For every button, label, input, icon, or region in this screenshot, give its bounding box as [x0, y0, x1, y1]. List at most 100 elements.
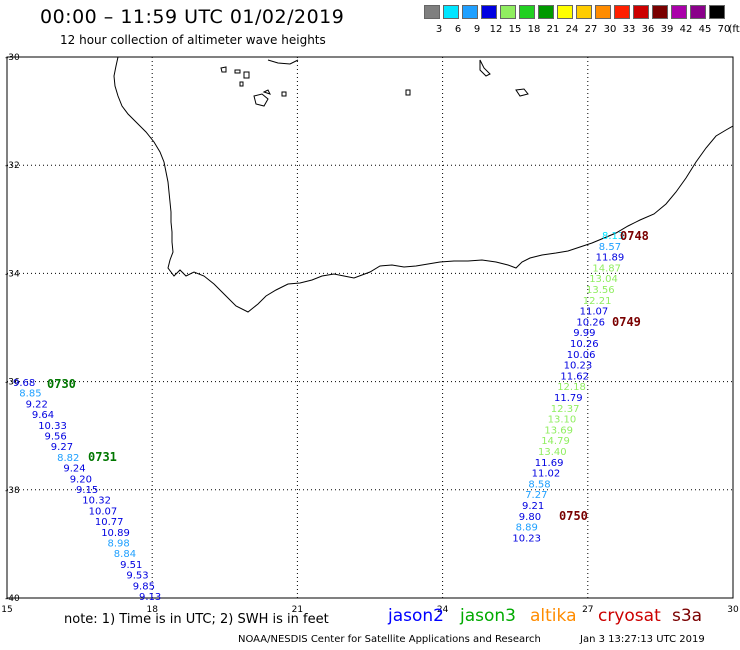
wave-height-value: 10.32 — [82, 496, 111, 507]
wave-height-value: 13.40 — [538, 447, 567, 458]
wave-height-value: 9.53 — [126, 571, 148, 582]
legend-swatch — [481, 5, 497, 19]
wave-height-value: 9.20 — [70, 474, 92, 485]
legend-label: 36 — [641, 24, 655, 35]
legend-label: 24 — [565, 24, 579, 35]
latitude-tick-label: -36 — [5, 378, 20, 388]
wave-height-value: 8.85 — [19, 389, 41, 400]
longitude-tick-label: 15 — [1, 605, 12, 615]
wave-height-value: 12.21 — [583, 296, 612, 307]
wave-height-value: 10.26 — [576, 317, 605, 328]
wave-height-value: 13.10 — [548, 415, 577, 426]
legend-swatch — [633, 5, 649, 19]
legend-swatch — [538, 5, 554, 19]
wave-height-value: 11.02 — [532, 469, 561, 480]
wave-height-value: 14.79 — [541, 436, 570, 447]
latitude-tick-label: -30 — [5, 53, 20, 63]
legend-label: 15 — [508, 24, 522, 35]
satellite-label: altika — [530, 606, 577, 626]
wave-height-value: 10.07 — [89, 506, 118, 517]
wave-height-value: 11.89 — [596, 253, 625, 264]
satellite-label: jason2 — [388, 606, 444, 626]
wave-height-value: 9.22 — [26, 399, 48, 410]
wave-height-value: 9.21 — [522, 501, 544, 512]
coastline — [113, 56, 734, 313]
legend-label: 27 — [584, 24, 598, 35]
pass-time-label: 0750 — [559, 509, 588, 523]
wave-height-value: 10.06 — [567, 350, 596, 361]
footnote: note: 1) Time is in UTC; 2) SWH is in fe… — [64, 612, 329, 627]
wave-height-value: 12.37 — [551, 404, 580, 415]
wave-height-value: 9.15 — [76, 485, 98, 496]
latitude-tick-label: -38 — [5, 486, 20, 496]
credit-line: NOAA/NESDIS Center for Satellite Applica… — [238, 634, 541, 645]
legend-swatch — [576, 5, 592, 19]
longitude-tick-label: 21 — [292, 605, 303, 615]
latitude-tick-label: -32 — [5, 161, 20, 171]
track-east-observations: 8.138.5711.8914.8713.0413.5612.2111.0710… — [512, 231, 624, 544]
satellite-label: cryosat — [598, 606, 661, 626]
wave-height-value: 8.89 — [516, 523, 538, 534]
islands — [220, 59, 529, 107]
pass-time-label: 0749 — [612, 315, 641, 329]
map-title: 00:00 – 11:59 UTC 01/02/2019 — [40, 6, 345, 28]
longitude-tick-label: 24 — [437, 605, 449, 615]
latitude-tick-label: -34 — [5, 269, 20, 279]
wave-height-value: 8.13 — [602, 231, 624, 242]
map-frame — [6, 56, 734, 599]
wave-height-value: 10.33 — [38, 421, 67, 432]
wave-height-value: 13.69 — [544, 425, 573, 436]
generation-timestamp: Jan 3 13:27:13 UTC 2019 — [580, 634, 705, 645]
map-subtitle: 12 hour collection of altimeter wave hei… — [60, 33, 326, 47]
wave-height-value: 11.79 — [554, 393, 583, 404]
legend-label: 45 — [698, 24, 712, 35]
legend-swatch — [652, 5, 668, 19]
wave-height-value: 9.99 — [573, 328, 595, 339]
longitude-tick-label: 18 — [146, 605, 158, 615]
legend-label: 9 — [473, 24, 481, 35]
wave-height-value: 9.85 — [133, 581, 155, 592]
wave-height-value: 14.87 — [592, 263, 621, 274]
legend-label: 12 — [489, 24, 503, 35]
legend-swatch — [690, 5, 706, 19]
legend-unit: (ft) — [728, 24, 740, 35]
longitude-tick-label: 27 — [582, 605, 593, 615]
wave-height-value: 11.07 — [580, 307, 609, 318]
wave-height-value: 8.84 — [114, 549, 136, 560]
lat-lon-grid — [7, 57, 733, 598]
legend-label: 39 — [660, 24, 674, 35]
wave-height-value: 10.23 — [564, 361, 593, 372]
wave-height-value: 9.80 — [519, 512, 541, 523]
wave-height-value: 10.23 — [512, 533, 541, 544]
legend-label: 42 — [679, 24, 693, 35]
legend-label: 33 — [622, 24, 636, 35]
wave-height-value: 8.57 — [599, 242, 621, 253]
wave-height-value: 13.56 — [586, 285, 615, 296]
legend-swatch — [500, 5, 516, 19]
wave-height-value: 9.51 — [120, 560, 142, 571]
legend-swatch — [424, 5, 440, 19]
wave-height-value: 9.56 — [45, 432, 67, 443]
legend-swatch — [709, 5, 725, 19]
legend-swatch — [671, 5, 687, 19]
legend-swatch — [462, 5, 478, 19]
legend-label: 21 — [546, 24, 560, 35]
wave-height-value: 10.89 — [101, 528, 130, 539]
wave-height-value: 13.04 — [589, 274, 618, 285]
pass-time-label: 0731 — [88, 450, 117, 464]
legend-swatch — [519, 5, 535, 19]
wave-height-value: 9.13 — [139, 592, 161, 603]
wave-height-value: 9.27 — [51, 442, 73, 453]
legend-swatch — [557, 5, 573, 19]
wave-height-value: 8.98 — [108, 539, 130, 550]
legend-swatch — [443, 5, 459, 19]
axis-labels: 15 18 21 24 27 30 -30 -32 -34 -36 -38 -40 — [1, 53, 739, 615]
wave-height-value: 9.68 — [13, 378, 35, 389]
legend-label: 3 — [435, 24, 443, 35]
wave-height-value: 7.27 — [525, 490, 547, 501]
pass-time-label: 0730 — [47, 377, 76, 391]
track-west-observations: 9.688.859.229.6410.339.569.278.829.249.2… — [13, 378, 161, 603]
wave-height-value: 11.62 — [560, 371, 589, 382]
satellite-label: jason3 — [460, 606, 516, 626]
